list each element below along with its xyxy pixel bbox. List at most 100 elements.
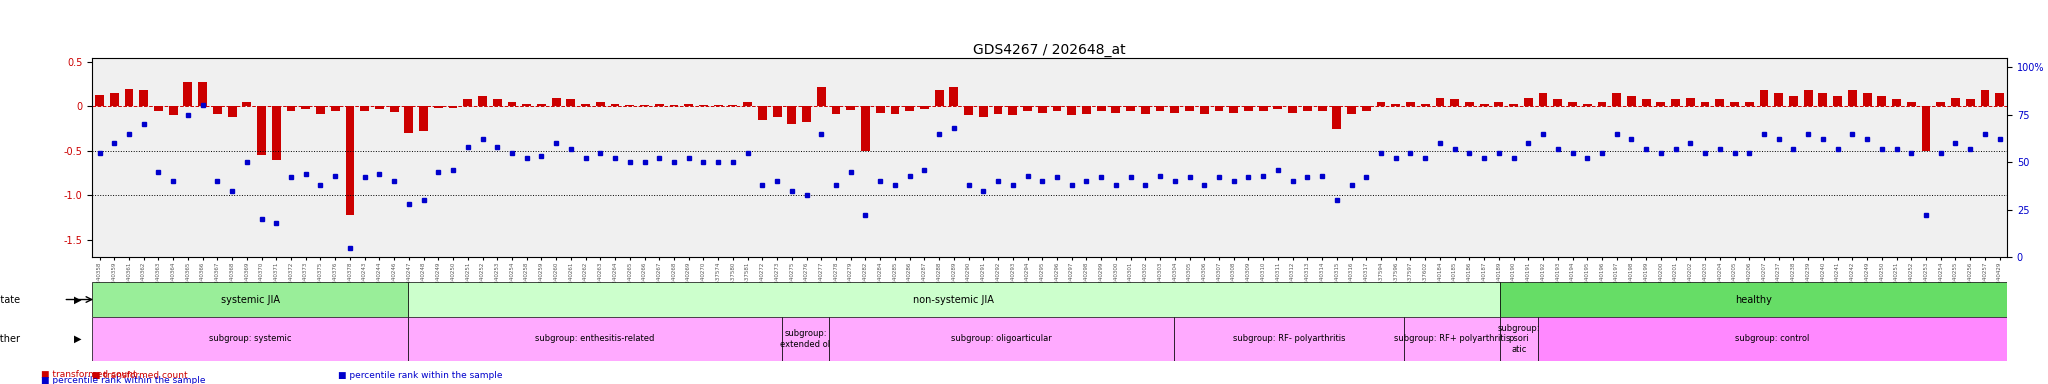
Bar [1481, 104, 1489, 106]
Bar [1391, 104, 1401, 106]
Bar [772, 106, 782, 117]
Bar [1774, 93, 1784, 106]
Bar [449, 106, 457, 108]
Bar [1141, 106, 1149, 114]
Bar [375, 106, 383, 109]
Bar [877, 106, 885, 113]
Text: subgroup: control: subgroup: control [1735, 334, 1810, 343]
Bar [965, 106, 973, 115]
Bar [1155, 106, 1165, 111]
Bar [1098, 106, 1106, 111]
Bar [389, 106, 399, 112]
Bar [1980, 91, 1989, 106]
Bar [920, 106, 930, 109]
Bar [1833, 96, 1841, 106]
FancyBboxPatch shape [1174, 317, 1403, 361]
Bar [1243, 106, 1253, 111]
Bar [786, 106, 797, 124]
Bar [1436, 98, 1444, 106]
Bar [1376, 102, 1384, 106]
Bar [803, 106, 811, 122]
Text: ■ percentile rank within the sample: ■ percentile rank within the sample [41, 376, 205, 384]
Bar [1731, 102, 1739, 106]
Bar [1495, 102, 1503, 106]
FancyBboxPatch shape [782, 317, 829, 361]
Text: subgroup: RF+ polyarthritis: subgroup: RF+ polyarthritis [1393, 334, 1509, 343]
Bar [610, 104, 618, 106]
Bar [950, 87, 958, 106]
Bar [934, 91, 944, 106]
Bar [258, 106, 266, 155]
Bar [831, 106, 840, 114]
Bar [1112, 106, 1120, 113]
Bar [1081, 106, 1092, 114]
Bar [332, 106, 340, 111]
Text: ▶: ▶ [74, 334, 82, 344]
Bar [420, 106, 428, 131]
FancyBboxPatch shape [92, 282, 408, 317]
Bar [551, 98, 561, 106]
Bar [715, 104, 723, 106]
FancyBboxPatch shape [408, 282, 1499, 317]
Text: ■ transformed count: ■ transformed count [41, 370, 137, 379]
Bar [1524, 98, 1532, 106]
FancyBboxPatch shape [1499, 282, 2007, 317]
Bar [272, 106, 281, 160]
Bar [596, 102, 604, 106]
Bar [403, 106, 414, 133]
Bar [817, 87, 825, 106]
Bar [1626, 96, 1636, 106]
Text: ■ transformed count: ■ transformed count [92, 371, 188, 380]
FancyBboxPatch shape [92, 317, 408, 361]
Bar [891, 106, 899, 114]
Bar [698, 104, 709, 106]
Bar [1907, 102, 1915, 106]
Bar [1759, 91, 1767, 106]
Bar [213, 106, 221, 114]
Bar [94, 95, 104, 106]
Bar [508, 102, 516, 106]
Bar [1552, 99, 1563, 106]
Text: subgroup: enthesitis-related: subgroup: enthesitis-related [535, 334, 655, 343]
Bar [1657, 102, 1665, 106]
Bar [1700, 102, 1710, 106]
Text: subgroup:
psori
atic: subgroup: psori atic [1497, 324, 1540, 354]
Bar [1935, 102, 1946, 106]
Bar [846, 106, 856, 110]
Bar [1024, 106, 1032, 111]
FancyBboxPatch shape [1538, 317, 2007, 361]
Bar [670, 104, 678, 106]
Text: non-systemic JIA: non-systemic JIA [913, 295, 993, 305]
Bar [1804, 91, 1812, 106]
FancyBboxPatch shape [1403, 317, 1499, 361]
Bar [522, 104, 530, 106]
Bar [125, 89, 133, 106]
Bar [1642, 99, 1651, 106]
Bar [1612, 93, 1622, 106]
Bar [1348, 106, 1356, 114]
Bar [1450, 99, 1458, 106]
Bar [227, 106, 236, 117]
Bar [1288, 106, 1296, 113]
Text: disease state: disease state [0, 295, 20, 305]
Title: GDS4267 / 202648_at: GDS4267 / 202648_at [973, 43, 1126, 56]
Bar [860, 106, 870, 151]
Text: subgroup: systemic: subgroup: systemic [209, 334, 291, 343]
Bar [1333, 106, 1341, 129]
Bar [625, 104, 635, 106]
Bar [1260, 106, 1268, 111]
Bar [1214, 106, 1223, 111]
Bar [1274, 106, 1282, 109]
Bar [655, 104, 664, 106]
Bar [1464, 102, 1475, 106]
Bar [242, 102, 252, 106]
Bar [993, 106, 1001, 114]
Bar [1892, 99, 1901, 106]
Bar [477, 96, 487, 106]
Bar [1169, 106, 1180, 113]
Bar [494, 99, 502, 106]
Bar [1067, 106, 1075, 115]
Bar [1303, 106, 1313, 111]
Bar [1878, 96, 1886, 106]
Bar [360, 106, 369, 111]
